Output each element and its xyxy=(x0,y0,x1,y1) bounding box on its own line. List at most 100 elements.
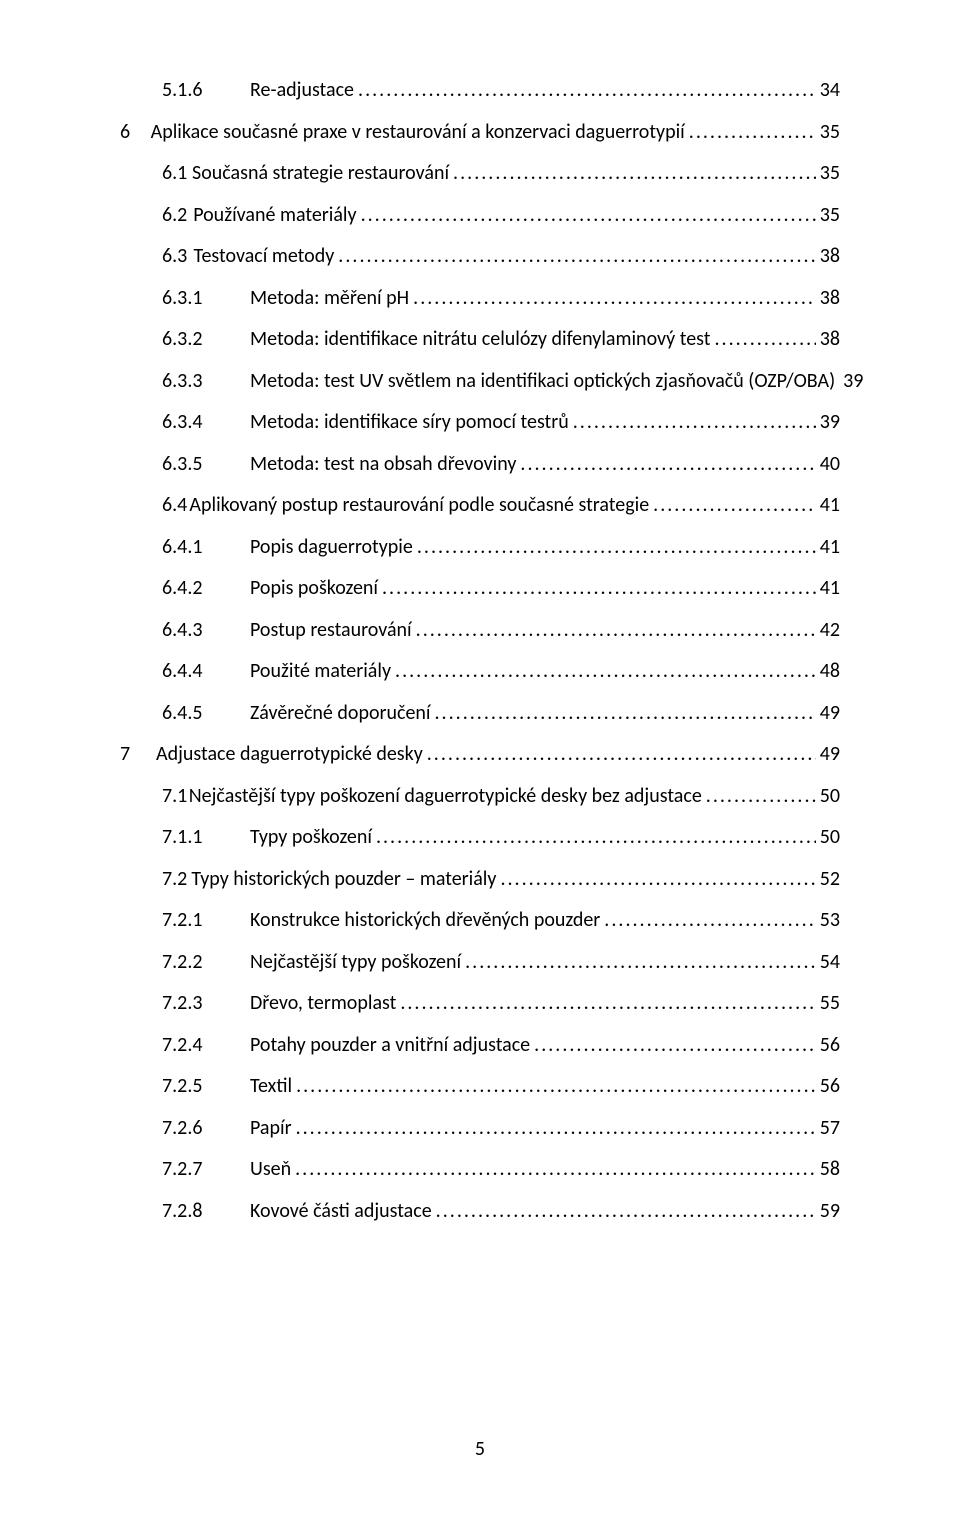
toc-entry-title: Postup restaurování xyxy=(250,618,412,643)
toc-entry-page: 40 xyxy=(820,452,840,477)
toc-entry-page: 58 xyxy=(820,1157,840,1182)
toc-leader-dots xyxy=(400,991,815,1016)
toc-entry-number: 6.4.2 xyxy=(162,576,250,601)
toc-entry-title: Metoda: identifikace nitrátu celulózy di… xyxy=(250,327,710,352)
toc-entry: 6.1Současná strategie restaurování35 xyxy=(120,161,840,186)
toc-entry-number: 6.3.3 xyxy=(162,369,250,394)
toc-entry-number: 6.4.4 xyxy=(162,659,250,684)
toc-leader-dots xyxy=(706,784,816,809)
toc-leader-dots xyxy=(382,576,816,601)
toc-entry-number: 6.4.1 xyxy=(162,535,250,560)
toc-leader-dots xyxy=(436,1199,816,1224)
toc-entry-page: 42 xyxy=(820,618,840,643)
toc-entry: 7.1.1Typy poškození 50 xyxy=(120,825,840,850)
toc-entry-number: 5.1.6 xyxy=(162,78,250,103)
toc-entry-title: Aplikovaný postup restaurování podle sou… xyxy=(189,493,649,518)
toc-leader-dots xyxy=(689,120,816,145)
toc-leader-dots xyxy=(416,618,816,643)
toc-entry-title: Popis poškození xyxy=(250,576,378,601)
toc-entry-title: Metoda: test UV světlem na identifikaci … xyxy=(250,369,835,394)
toc-leader-dots xyxy=(413,286,816,311)
toc-entry-title: Papír xyxy=(250,1116,292,1141)
toc-entry-page: 55 xyxy=(820,991,840,1016)
toc-leader-dots xyxy=(338,244,815,269)
toc-entry: 7.2.7Useň58 xyxy=(120,1157,840,1182)
toc-leader-dots xyxy=(534,1033,816,1058)
toc-entry-number: 6.3.1 xyxy=(162,286,250,311)
toc-entry-title: Závěrečné doporučení xyxy=(250,701,431,726)
toc-entry-page: 50 xyxy=(820,825,840,850)
toc-entry-page: 49 xyxy=(820,701,840,726)
toc-entry-title: Konstrukce historických dřevěných pouzde… xyxy=(250,908,600,933)
toc-leader-dots xyxy=(500,867,815,892)
toc-leader-dots xyxy=(296,1074,816,1099)
toc-leader-dots xyxy=(376,825,816,850)
toc-entry-title: Re-adjustace xyxy=(250,78,354,103)
toc-entry-title: Metoda: měření pH xyxy=(250,286,409,311)
toc-entry-page: 38 xyxy=(820,327,840,352)
toc-entry: 6.3Testovací metody38 xyxy=(120,244,840,269)
toc-leader-dots xyxy=(427,742,816,767)
toc-entry: 7.2.8Kovové části adjustace59 xyxy=(120,1199,840,1224)
toc-leader-dots xyxy=(358,78,816,103)
toc-entry: 7.2Typy historických pouzder – materiály… xyxy=(120,867,840,892)
toc-entry-title: Aplikace současné praxe v restaurování a… xyxy=(151,120,685,145)
toc-entry-page: 34 xyxy=(820,78,840,103)
toc-entry-page: 49 xyxy=(820,742,840,767)
toc-entry: 6.3.2Metoda: identifikace nitrátu celuló… xyxy=(120,327,840,352)
toc-entry-number: 6.3.2 xyxy=(162,327,250,352)
toc-entry: 6.3.4Metoda: identifikace síry pomocí te… xyxy=(120,410,840,435)
toc-entry-number: 6.4 xyxy=(162,493,187,518)
toc-leader-dots xyxy=(435,701,816,726)
toc-entry-page: 41 xyxy=(820,493,840,518)
toc-entry-page: 57 xyxy=(820,1116,840,1141)
toc-entry-page: 38 xyxy=(820,286,840,311)
toc-entry-number: 7.2.1 xyxy=(162,908,250,933)
toc-entry-page: 50 xyxy=(820,784,840,809)
toc-entry-page: 39 xyxy=(843,369,863,394)
toc-entry: 6.4.1Popis daguerrotypie 41 xyxy=(120,535,840,560)
toc-entry: 6.4Aplikovaný postup restaurování podle … xyxy=(120,493,840,518)
toc-entry-page: 59 xyxy=(820,1199,840,1224)
toc-entry-page: 56 xyxy=(820,1074,840,1099)
toc-entry-page: 52 xyxy=(820,867,840,892)
toc-leader-dots xyxy=(465,950,816,975)
toc-entry-page: 41 xyxy=(820,576,840,601)
toc-entry: 7Adjustace daguerrotypické desky49 xyxy=(120,742,840,767)
toc-entry: 6.2Používané materiály35 xyxy=(120,203,840,228)
toc-entry-number: 7.2.8 xyxy=(162,1199,250,1224)
toc-entry-page: 35 xyxy=(820,203,840,228)
toc-entry: 6.3.3Metoda: test UV světlem na identifi… xyxy=(120,369,840,394)
toc-entry-number: 6.3 xyxy=(162,244,187,269)
toc-entry-number: 6.2 xyxy=(162,203,187,228)
table-of-contents: 5.1.6Re-adjustace346Aplikace současné pr… xyxy=(120,78,840,1224)
toc-entry-number: 7.2.4 xyxy=(162,1033,250,1058)
toc-leader-dots xyxy=(604,908,815,933)
toc-entry: 6.4.4Použité materiály 48 xyxy=(120,659,840,684)
toc-entry: 7.2.3Dřevo, termoplast55 xyxy=(120,991,840,1016)
toc-entry-page: 48 xyxy=(820,659,840,684)
toc-entry-page: 41 xyxy=(820,535,840,560)
toc-entry: 6.4.3Postup restaurování42 xyxy=(120,618,840,643)
toc-entry-title: Adjustace daguerrotypické desky xyxy=(156,742,423,767)
toc-entry-title: Typy historických pouzder – materiály xyxy=(191,867,496,892)
toc-entry: 7.2.5Textil56 xyxy=(120,1074,840,1099)
toc-entry-title: Použité materiály xyxy=(250,659,391,684)
toc-entry: 7.1Nejčastější typy poškození daguerroty… xyxy=(120,784,840,809)
toc-entry-page: 35 xyxy=(820,161,840,186)
toc-entry-number: 7.2 xyxy=(162,867,187,892)
toc-entry-title: Popis daguerrotypie xyxy=(250,535,413,560)
toc-entry: 5.1.6Re-adjustace 34 xyxy=(120,78,840,103)
toc-leader-dots xyxy=(714,327,815,352)
toc-leader-dots xyxy=(653,493,816,518)
toc-entry: 7.2.2Nejčastější typy poškození54 xyxy=(120,950,840,975)
toc-entry-page: 35 xyxy=(820,120,840,145)
toc-entry-number: 7.1.1 xyxy=(162,825,250,850)
toc-entry-title: Typy poškození xyxy=(250,825,372,850)
toc-entry-number: 7.2.2 xyxy=(162,950,250,975)
toc-entry: 7.2.1Konstrukce historických dřevěných p… xyxy=(120,908,840,933)
toc-entry-number: 7.2.3 xyxy=(162,991,250,1016)
toc-leader-dots xyxy=(453,161,816,186)
toc-entry-title: Nejčastější typy poškození xyxy=(250,950,461,975)
toc-entry-number: 7.2.5 xyxy=(162,1074,250,1099)
